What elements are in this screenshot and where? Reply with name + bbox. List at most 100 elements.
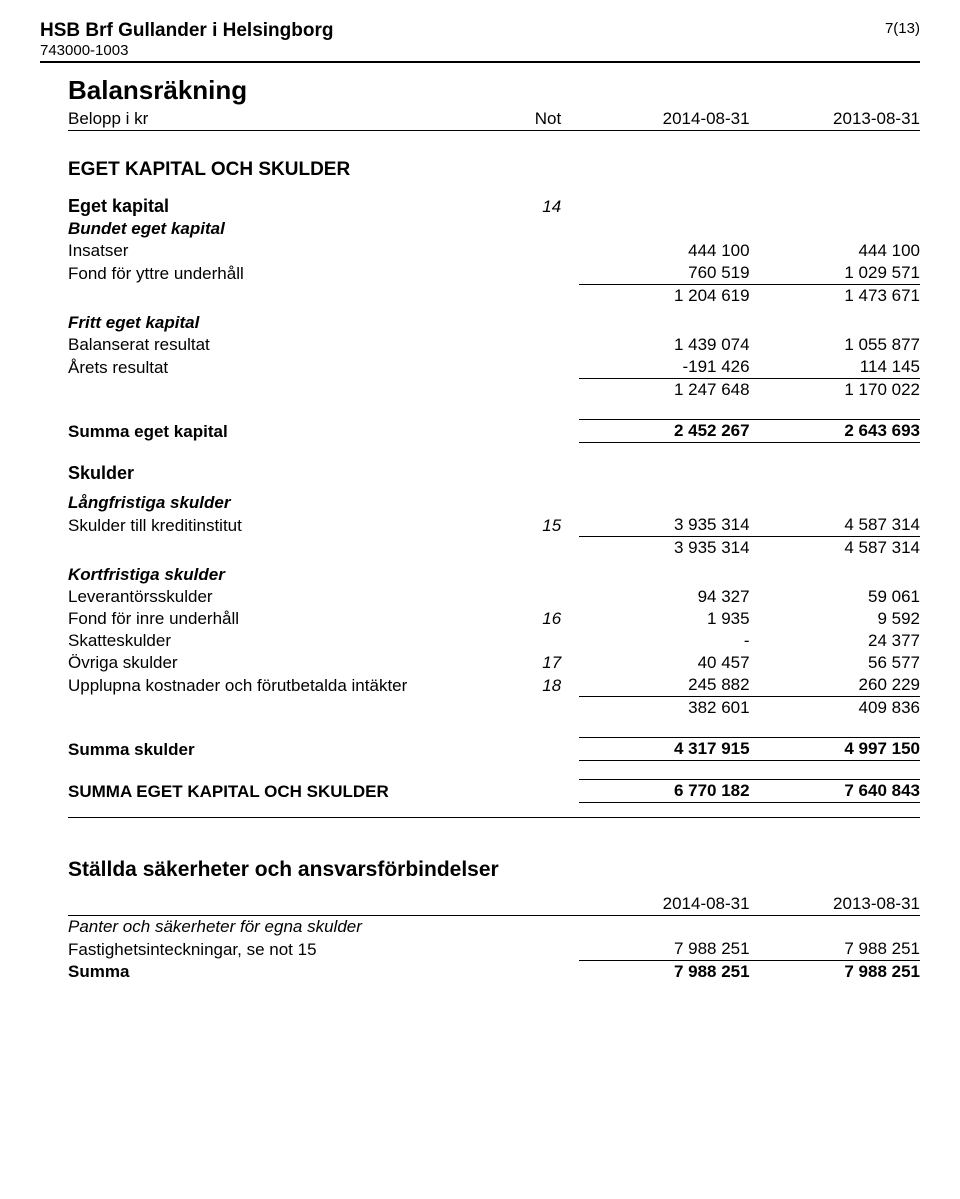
- subtotal-v1: 382 601: [579, 697, 749, 720]
- table-row: Övriga skulder 17 40 457 56 577: [68, 652, 920, 674]
- subtotal-v2: 1 170 022: [750, 379, 920, 402]
- table-row: Årets resultat -191 426 114 145: [68, 356, 920, 379]
- table-row: Leverantörsskulder 94 327 59 061: [68, 586, 920, 608]
- stallda-heading-row: Ställda säkerheter och ansvarsförbindels…: [68, 818, 920, 884]
- row-v1: 3 935 314: [579, 514, 749, 537]
- summa-v1: 2 452 267: [579, 420, 749, 443]
- subtotal-v1: 1 204 619: [579, 285, 749, 308]
- bundet-heading-row: Bundet eget kapital: [68, 218, 920, 240]
- summa-label: Summa eget kapital: [68, 420, 511, 443]
- eget-kapital-heading: Eget kapital: [68, 182, 511, 218]
- row-label: Fond för yttre underhåll: [68, 262, 511, 285]
- row-not: [511, 334, 579, 356]
- table-row: Fastighetsinteckningar, se not 15 7 988 …: [68, 938, 920, 961]
- summa-label: Summa: [68, 961, 511, 984]
- row-not: 15: [511, 514, 579, 537]
- row-label: Upplupna kostnader och förutbetalda intä…: [68, 674, 511, 697]
- row-v1: -: [579, 630, 749, 652]
- row-v2: 7 988 251: [750, 938, 920, 961]
- row-not: 18: [511, 674, 579, 697]
- subtotal-row: 1 204 619 1 473 671: [68, 285, 920, 308]
- row-v1: 245 882: [579, 674, 749, 697]
- row-v2: 24 377: [750, 630, 920, 652]
- row-v2: 114 145: [750, 356, 920, 379]
- doc-title: Balansräkning: [68, 75, 920, 106]
- summa-skulder-row: Summa skulder 4 317 915 4 997 150: [68, 738, 920, 761]
- row-label: Skatteskulder: [68, 630, 511, 652]
- table-row: Insatser 444 100 444 100: [68, 240, 920, 262]
- row-not: 16: [511, 608, 579, 630]
- fritt-heading-row: Fritt eget kapital: [68, 307, 920, 334]
- stallda-subheading: Panter och säkerheter för egna skulder: [68, 916, 920, 939]
- row-label: Balanserat resultat: [68, 334, 511, 356]
- stallda-heading: Ställda säkerheter och ansvarsförbindels…: [68, 818, 920, 884]
- subtotal-v2: 1 473 671: [750, 285, 920, 308]
- page-header: HSB Brf Gullander i Helsingborg 743000-1…: [40, 20, 920, 63]
- hdr-col1: 2014-08-31: [579, 108, 749, 131]
- page: HSB Brf Gullander i Helsingborg 743000-1…: [0, 0, 960, 1023]
- grand-v1: 6 770 182: [579, 780, 749, 803]
- subtotal-row: 382 601 409 836: [68, 697, 920, 720]
- stallda-col2: 2013-08-31: [750, 893, 920, 916]
- subtotal-row: 3 935 314 4 587 314: [68, 537, 920, 560]
- row-not: [511, 630, 579, 652]
- hdr-col2: 2013-08-31: [750, 108, 920, 131]
- row-v1: 40 457: [579, 652, 749, 674]
- row-not: [511, 262, 579, 285]
- subtotal-v2: 409 836: [750, 697, 920, 720]
- table-row: Fond för yttre underhåll 760 519 1 029 5…: [68, 262, 920, 285]
- row-label: Fastighetsinteckningar, se not 15: [68, 938, 511, 961]
- section-heading-row: EGET KAPITAL OCH SKULDER: [68, 141, 920, 182]
- row-v2: 4 587 314: [750, 514, 920, 537]
- summa-v2: 4 997 150: [750, 738, 920, 761]
- stallda-header-row: 2014-08-31 2013-08-31: [68, 893, 920, 916]
- eget-kapital-row: Eget kapital 14: [68, 182, 920, 218]
- row-v1: 1 935: [579, 608, 749, 630]
- row-v2: 260 229: [750, 674, 920, 697]
- balance-table: Belopp i kr Not 2014-08-31 2013-08-31 EG…: [68, 108, 920, 983]
- summa-v1: 4 317 915: [579, 738, 749, 761]
- row-v1: 444 100: [579, 240, 749, 262]
- table-row: Balanserat resultat 1 439 074 1 055 877: [68, 334, 920, 356]
- lang-heading: Långfristiga skulder: [68, 485, 511, 514]
- row-v1: -191 426: [579, 356, 749, 379]
- summa-label: Summa skulder: [68, 738, 511, 761]
- skulder-heading: Skulder: [68, 443, 920, 486]
- table-row: Upplupna kostnader och förutbetalda intä…: [68, 674, 920, 697]
- row-not: [511, 356, 579, 379]
- row-label: Fond för inre underhåll: [68, 608, 511, 630]
- summa-eget-kapital-row: Summa eget kapital 2 452 267 2 643 693: [68, 420, 920, 443]
- table-row: Skatteskulder - 24 377: [68, 630, 920, 652]
- row-not: [511, 586, 579, 608]
- bundet-heading: Bundet eget kapital: [68, 218, 511, 240]
- row-v2: 1 029 571: [750, 262, 920, 285]
- table-row: Skulder till kreditinstitut 15 3 935 314…: [68, 514, 920, 537]
- subtotal-v1: 1 247 648: [579, 379, 749, 402]
- row-label: Årets resultat: [68, 356, 511, 379]
- row-v1: 1 439 074: [579, 334, 749, 356]
- grand-v2: 7 640 843: [750, 780, 920, 803]
- row-v1: 94 327: [579, 586, 749, 608]
- row-v2: 9 592: [750, 608, 920, 630]
- row-v2: 444 100: [750, 240, 920, 262]
- grand-label: SUMMA EGET KAPITAL OCH SKULDER: [68, 780, 511, 803]
- subtotal-v1: 3 935 314: [579, 537, 749, 560]
- row-not: [511, 240, 579, 262]
- eget-kapital-note: 14: [511, 182, 579, 218]
- org-number: 743000-1003: [40, 42, 920, 59]
- content: Balansräkning Belopp i kr Not 2014-08-31…: [40, 75, 920, 983]
- table-header-row: Belopp i kr Not 2014-08-31 2013-08-31: [68, 108, 920, 131]
- subtotal-v2: 4 587 314: [750, 537, 920, 560]
- row-v1: 760 519: [579, 262, 749, 285]
- summa-v2: 2 643 693: [750, 420, 920, 443]
- row-v2: 1 055 877: [750, 334, 920, 356]
- row-label: Skulder till kreditinstitut: [68, 514, 511, 537]
- hdr-label: Belopp i kr: [68, 108, 511, 131]
- summa-v1: 7 988 251: [579, 961, 749, 984]
- subtotal-row: 1 247 648 1 170 022: [68, 379, 920, 402]
- org-name: HSB Brf Gullander i Helsingborg: [40, 20, 920, 42]
- stallda-sub-row: Panter och säkerheter för egna skulder: [68, 916, 920, 939]
- row-label: Insatser: [68, 240, 511, 262]
- skulder-heading-row: Skulder: [68, 443, 920, 486]
- table-row: Fond för inre underhåll 16 1 935 9 592: [68, 608, 920, 630]
